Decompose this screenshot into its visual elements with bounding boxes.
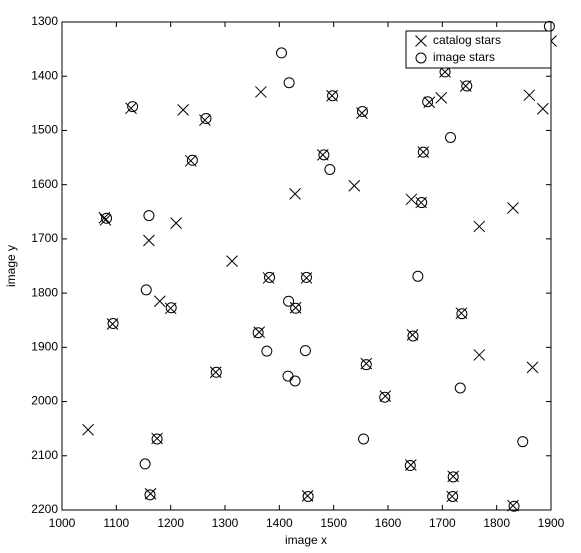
point xyxy=(324,163,336,175)
point xyxy=(125,102,137,115)
point xyxy=(417,146,429,158)
y-tick-label: 1400 xyxy=(31,68,58,82)
x-tick-label: 1800 xyxy=(483,516,510,530)
point xyxy=(299,345,311,357)
point xyxy=(107,317,119,329)
x-tick-label: 1400 xyxy=(266,516,293,530)
point xyxy=(144,489,156,501)
x-axis-label: image x xyxy=(285,533,327,547)
y-tick-label: 1600 xyxy=(31,177,58,191)
point xyxy=(289,375,301,387)
y-tick-label: 2100 xyxy=(31,448,58,462)
point xyxy=(283,77,295,89)
point xyxy=(543,20,555,32)
point xyxy=(404,460,416,472)
point xyxy=(523,89,536,102)
point xyxy=(290,302,302,314)
point xyxy=(210,366,222,378)
point xyxy=(153,295,166,308)
y-tick-label: 1500 xyxy=(31,123,58,137)
point xyxy=(327,90,339,102)
point xyxy=(416,197,428,209)
point xyxy=(456,308,468,320)
point xyxy=(348,179,361,192)
x-tick-label: 1100 xyxy=(103,516,129,530)
point xyxy=(177,103,190,116)
point xyxy=(301,271,312,283)
point xyxy=(143,210,155,222)
legend-box xyxy=(405,30,552,69)
x-tick-label: 1200 xyxy=(157,516,184,530)
point xyxy=(261,345,273,357)
point xyxy=(226,255,238,267)
point xyxy=(360,357,373,370)
x-tick-label: 1500 xyxy=(320,516,347,530)
point xyxy=(255,86,267,98)
point xyxy=(200,113,212,125)
point xyxy=(517,436,529,448)
point xyxy=(405,193,418,206)
legend-marker xyxy=(415,52,427,64)
point xyxy=(422,96,434,108)
legend-label: catalog stars xyxy=(433,33,501,47)
point xyxy=(316,148,329,161)
point xyxy=(140,284,152,296)
x-tick-label: 1300 xyxy=(212,516,239,530)
point xyxy=(360,359,372,371)
point xyxy=(127,101,139,113)
point xyxy=(536,102,549,115)
y-tick-label: 1700 xyxy=(31,231,58,245)
point xyxy=(318,149,330,161)
x-tick-label: 1900 xyxy=(538,516,565,530)
point xyxy=(252,327,264,339)
y-tick-label: 2000 xyxy=(31,394,58,408)
point xyxy=(459,80,472,92)
point xyxy=(289,188,301,200)
point xyxy=(407,330,419,342)
point xyxy=(82,423,94,436)
legend-label: image stars xyxy=(433,50,495,64)
point xyxy=(435,92,448,104)
point xyxy=(379,391,391,403)
point xyxy=(356,105,368,117)
plot-frame xyxy=(61,21,552,511)
point xyxy=(302,490,314,502)
point xyxy=(447,471,459,483)
point xyxy=(473,349,486,361)
point xyxy=(358,433,370,445)
point xyxy=(151,433,163,445)
point xyxy=(412,270,424,282)
point xyxy=(282,370,294,382)
x-tick-label: 1700 xyxy=(429,516,456,530)
point xyxy=(165,302,177,314)
point xyxy=(507,202,519,214)
point xyxy=(139,458,151,470)
y-tick-label: 1800 xyxy=(31,285,58,299)
point xyxy=(264,271,276,283)
point xyxy=(283,295,295,307)
point xyxy=(143,234,155,247)
point xyxy=(508,500,520,512)
point xyxy=(170,217,182,230)
y-axis-label: image y xyxy=(4,245,18,287)
legend-marker xyxy=(415,35,427,47)
x-tick-label: 1000 xyxy=(49,516,76,530)
point xyxy=(473,220,486,233)
y-tick-label: 1900 xyxy=(31,340,58,354)
point xyxy=(454,382,466,394)
x-tick-label: 1600 xyxy=(375,516,402,530)
point xyxy=(526,361,539,374)
point xyxy=(101,212,113,224)
y-tick-label: 1300 xyxy=(31,14,58,28)
point xyxy=(98,211,111,224)
y-tick-label: 2200 xyxy=(31,502,58,516)
point xyxy=(276,47,288,59)
point xyxy=(186,154,198,166)
point xyxy=(444,131,456,143)
point xyxy=(447,490,459,502)
point xyxy=(461,80,473,92)
